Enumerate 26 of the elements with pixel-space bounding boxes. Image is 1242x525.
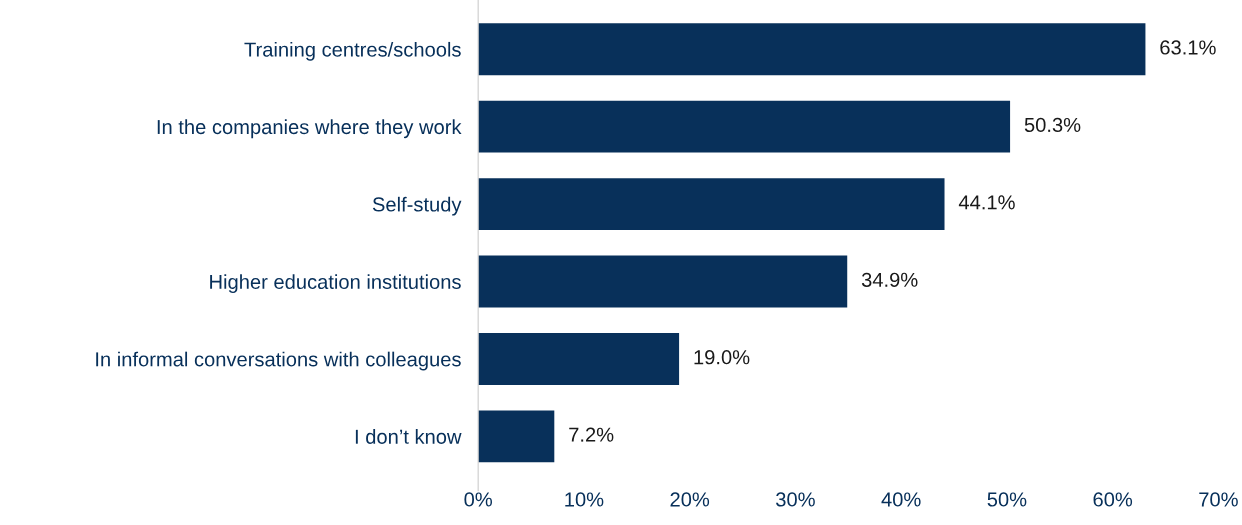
y-tick-label: Training centres/schools <box>244 41 461 61</box>
y-tick-label: Higher education institutions <box>210 274 461 294</box>
bar <box>478 255 848 308</box>
bar <box>478 333 680 385</box>
x-tick-label: 0% <box>464 492 493 507</box>
bar <box>478 23 1146 76</box>
x-tick-label: 70% <box>1199 492 1238 507</box>
data-label: 34.9% <box>861 272 918 287</box>
x-tick-label: 10% <box>565 492 604 507</box>
y-tick-label: In the companies where they work <box>157 119 462 139</box>
data-label: 50.3% <box>1024 117 1081 133</box>
y-tick-label: In informal conversations with colleagues <box>96 351 461 371</box>
data-label: 63.1% <box>1160 40 1216 55</box>
bar <box>478 410 555 463</box>
x-tick-label: 20% <box>670 492 710 507</box>
y-tick-label: I don’t know <box>355 429 462 444</box>
x-tick-label: 60% <box>1093 492 1133 507</box>
bar <box>478 100 1011 153</box>
x-tick-label: 40% <box>881 492 921 507</box>
x-tick-label: 30% <box>776 492 815 507</box>
data-label: 19.0% <box>694 350 750 365</box>
bar <box>478 178 945 231</box>
y-tick-label: Self-study <box>372 196 462 216</box>
data-label: 7.2% <box>569 427 614 442</box>
x-tick-label: 50% <box>987 492 1027 507</box>
data-label: 44.1% <box>958 195 1015 210</box>
